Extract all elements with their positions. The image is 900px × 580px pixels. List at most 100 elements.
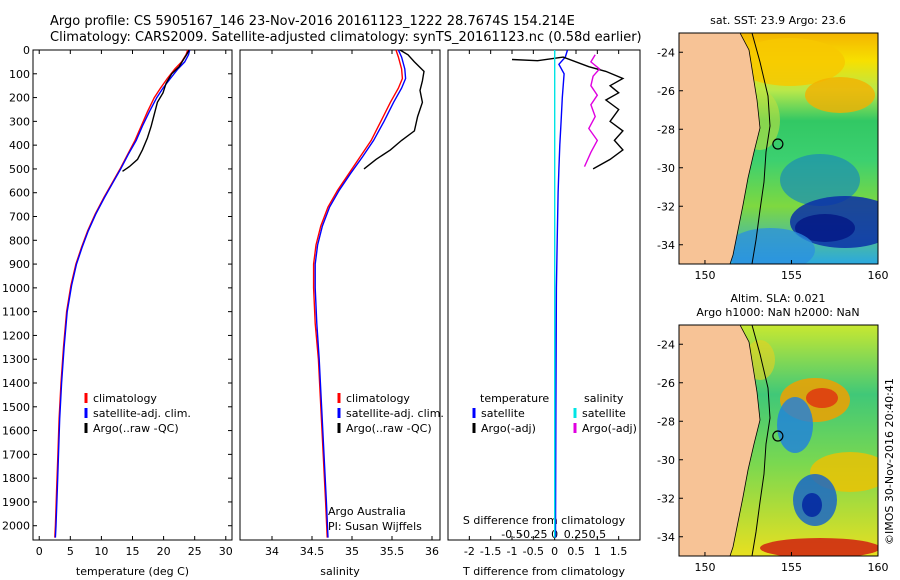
- map-x-tick-label: 160: [868, 561, 889, 574]
- map-y-tick-label: -26: [657, 377, 675, 390]
- legend-sal-satellite: satellite: [582, 407, 626, 420]
- sst-map: sat. SST: 23.9 Argo: 23.6 150 155 160 -24 -2…: [657, 14, 889, 282]
- x-tick-label: 25: [188, 545, 202, 558]
- legend-sal-argo: Argo(-adj): [582, 422, 637, 435]
- map-y-tick-label: -26: [657, 85, 675, 98]
- plot-frame: [32, 49, 233, 541]
- credit-line2: PI: Susan Wijffels: [328, 520, 422, 533]
- map-y-tick-label: -32: [657, 492, 675, 505]
- y-tick-label: 1800: [2, 472, 30, 485]
- x-tick-label: -2: [464, 545, 475, 558]
- temperature-panel: 0100200300400500600700800900100011001200…: [2, 44, 233, 578]
- sla-map-subtitle: Argo h1000: NaN h2000: NaN: [696, 306, 859, 319]
- float-position-marker: [772, 138, 784, 150]
- x-tick-label: 0: [551, 545, 558, 558]
- sla-map: Altim. SLA: 0.021 Argo h1000: NaN h2000:…: [657, 292, 889, 574]
- x-tick-label-secondary: -0.25: [519, 528, 547, 541]
- map-y-tick-label: -24: [657, 46, 675, 59]
- series-temperature-argo-adj-: [511, 56, 625, 170]
- difference-legend: temperature satellite Argo(-adj) salinit…: [472, 392, 637, 435]
- y-tick-label: 2000: [2, 520, 30, 533]
- legend-temperature-heading: temperature: [480, 392, 549, 405]
- y-tick-label: 800: [9, 234, 30, 247]
- x-tick-label: -1: [507, 545, 518, 558]
- x-tick-label: -1.5: [480, 545, 501, 558]
- header-line1: Argo profile: CS 5905167_146 23-Nov-2016…: [50, 14, 575, 29]
- map-y-tick-label: -28: [657, 415, 675, 428]
- sst-map-title: sat. SST: 23.9 Argo: 23.6: [710, 14, 846, 27]
- series-temperature-satellite: [554, 49, 569, 538]
- map-y-tick-label: -34: [657, 239, 675, 252]
- map-y-tick-label: -34: [657, 531, 675, 544]
- y-tick-label: 1000: [2, 282, 30, 295]
- x-tick-label: 0.5: [567, 545, 585, 558]
- x-tick-label: 10: [94, 545, 108, 558]
- x-tick-label: 30: [219, 545, 233, 558]
- y-tick-label: 1100: [2, 306, 30, 319]
- legend-climatology: climatology: [346, 392, 410, 405]
- map-y-tick-label: -30: [657, 162, 675, 175]
- x-tick-label: 35.5: [380, 545, 405, 558]
- x-tick-label: 0: [36, 545, 43, 558]
- x-tick-label: 15: [126, 545, 140, 558]
- x-tick-label: 5: [67, 545, 74, 558]
- plot-frame: [447, 49, 641, 541]
- y-tick-label: 1200: [2, 329, 30, 342]
- series-salinity-argo-adj-: [583, 54, 601, 167]
- plot-frame: [239, 49, 441, 541]
- x-axis-label: salinity: [320, 565, 360, 578]
- x-tick-label-secondary: 0.5: [589, 528, 607, 541]
- map-y-tick-label: -28: [657, 123, 675, 136]
- y-tick-label: 0: [23, 44, 30, 57]
- x-tick-label: 34.5: [300, 545, 325, 558]
- sla-map-title: Altim. SLA: 0.021: [730, 292, 825, 305]
- y-tick-label: 700: [9, 211, 30, 224]
- legend-argo: Argo(..raw -QC): [93, 422, 179, 435]
- x-axis-label: temperature (deg C): [76, 565, 189, 578]
- land-mask: [679, 325, 760, 556]
- header-line2: Climatology: CARS2009. Satellite-adjuste…: [50, 30, 642, 45]
- temperature-legend: climatology satellite-adj. clim. Argo(..…: [84, 392, 191, 435]
- credit-line1: Argo Australia: [328, 505, 406, 518]
- map-x-tick-label: 160: [868, 269, 889, 282]
- salinity-panel: 34 34.5 35 35.5 36 salinity: [239, 49, 441, 578]
- float-position-marker: [772, 430, 784, 442]
- x-tick-label: 34: [265, 545, 279, 558]
- map-x-tick-label: 155: [781, 269, 802, 282]
- salinity-legend: climatology satellite-adj. clim. Argo(..…: [328, 392, 444, 533]
- difference-panel: -2 -1.5 -1 -0.5 0 0.5 1 1.5 T difference from cl…: [447, 49, 641, 578]
- x-tick-label-secondary: -0.5: [501, 528, 522, 541]
- map-y-tick-label: -24: [657, 338, 675, 351]
- y-tick-label: 1600: [2, 425, 30, 438]
- y-tick-label: 1500: [2, 401, 30, 414]
- map-y-tick-label: -30: [657, 454, 675, 467]
- y-tick-label: 100: [9, 68, 30, 81]
- legend-argo: Argo(..raw -QC): [346, 422, 432, 435]
- series-argo-raw-qc-: [363, 49, 425, 170]
- legend-satellite: satellite-adj. clim.: [93, 407, 191, 420]
- y-tick-label: 1900: [2, 496, 30, 509]
- legend-salinity-heading: salinity: [584, 392, 624, 405]
- map-x-tick-label: 150: [694, 561, 715, 574]
- x-axis-label-secondary: S difference from climatology: [463, 514, 626, 527]
- y-tick-label: 900: [9, 258, 30, 271]
- legend-satellite: satellite-adj. clim.: [346, 407, 444, 420]
- y-tick-label: 400: [9, 139, 30, 152]
- x-tick-label-secondary: 0.25: [564, 528, 589, 541]
- x-tick-label: 35: [345, 545, 359, 558]
- legend-temp-argo: Argo(-adj): [481, 422, 536, 435]
- series-climatology: [312, 49, 404, 538]
- x-tick-label: 1: [594, 545, 601, 558]
- y-tick-label: 1300: [2, 353, 30, 366]
- land-mask: [679, 33, 760, 264]
- map-x-tick-label: 150: [694, 269, 715, 282]
- legend-climatology: climatology: [93, 392, 157, 405]
- map-x-tick-label: 155: [781, 561, 802, 574]
- series-satellite-adj-clim-: [314, 49, 407, 538]
- series-argo-raw-qc-: [122, 49, 190, 172]
- x-tick-label: 1.5: [610, 545, 628, 558]
- x-tick-label: -0.5: [523, 545, 544, 558]
- x-tick-label: 20: [157, 545, 171, 558]
- y-tick-label: 500: [9, 163, 30, 176]
